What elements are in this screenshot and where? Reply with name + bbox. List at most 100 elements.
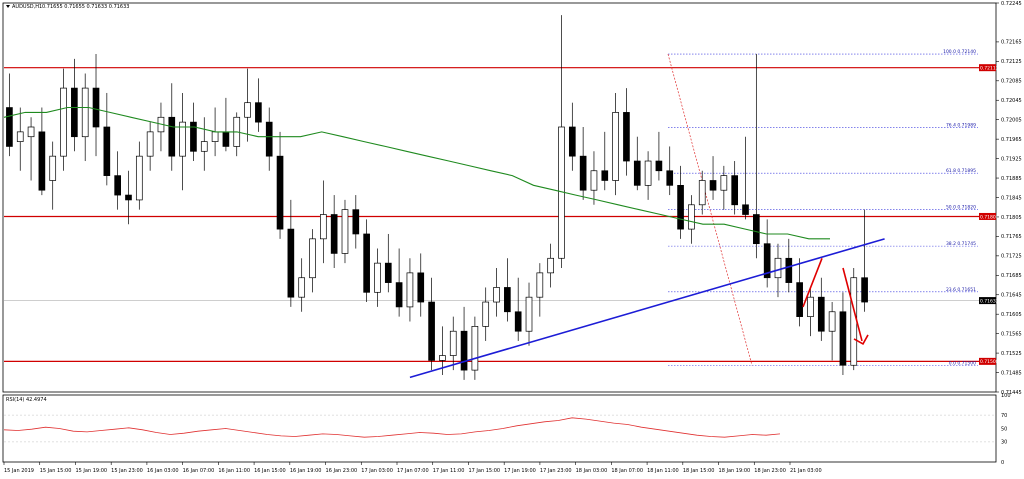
candle-bear xyxy=(265,121,273,157)
current-price-label: 0.71633 xyxy=(980,298,999,304)
price-tick-label: 0.71685 xyxy=(1001,273,1022,279)
candle-bull xyxy=(850,277,858,366)
rsi-label: RSI(14) 42.4974 xyxy=(6,397,47,403)
candle-bear xyxy=(363,233,370,293)
time-tick-label: 18 Jan 11:00 xyxy=(647,468,679,474)
candle-bear xyxy=(287,228,295,298)
candle-bear xyxy=(276,155,284,230)
time-tick-label: 15 Jan 19:00 xyxy=(75,468,107,474)
candle-bull xyxy=(449,330,457,356)
support-trendline xyxy=(409,238,885,379)
fib-level-label: 50.0 0.71820 xyxy=(946,205,976,211)
candle-bear xyxy=(753,214,760,245)
fib-level-label: 38.2 0.71745 xyxy=(946,241,976,247)
price-tick-label: 0.71965 xyxy=(1001,137,1022,143)
candle-bear xyxy=(568,126,576,157)
candle-bull xyxy=(482,301,490,327)
down-forecast-arrow xyxy=(842,267,863,342)
level-price-box xyxy=(979,64,996,72)
candle-bull xyxy=(590,170,598,191)
fib-level-label: 61.8 0.71895 xyxy=(946,168,976,174)
candle-bull xyxy=(536,272,544,298)
price-tick-label: 0.71805 xyxy=(1001,215,1022,221)
candle-bear xyxy=(460,330,468,371)
candle-bear xyxy=(6,107,13,147)
time-tick-label: 17 Jan 07:00 xyxy=(397,468,429,474)
rsi-line xyxy=(3,417,781,438)
rsi-pane xyxy=(2,394,997,463)
fib-level-label: 100.0 0.72140 xyxy=(943,49,976,55)
current-price-box xyxy=(979,297,996,305)
candle-bull xyxy=(774,257,782,279)
candle-bull xyxy=(60,87,67,157)
candle-bear xyxy=(655,160,663,172)
time-tick-label: 16 Jan 11:00 xyxy=(218,468,250,474)
candle-bear xyxy=(395,282,403,308)
collapse-triangle-icon[interactable] xyxy=(6,5,10,8)
price-axis: 0.72245 0.72165 0.72125 0.72085 0.72045 0.720… xyxy=(996,1,1022,396)
candle-bear xyxy=(514,311,522,332)
candle-bull xyxy=(406,272,414,308)
time-tick-label: 15 Jan 23:00 xyxy=(111,468,143,474)
candle-bull xyxy=(688,204,695,230)
fib-level-label: 23.6 0.71651 xyxy=(946,287,976,293)
price-tick-label: 0.71725 xyxy=(1001,254,1022,260)
candle-bull xyxy=(146,131,154,157)
candlesticks xyxy=(6,15,868,380)
price-tick-label: 0.72125 xyxy=(1001,59,1022,65)
price-tick-label: 0.71485 xyxy=(1001,370,1022,376)
candle-bull xyxy=(309,238,316,279)
time-tick-label: 18 Jan 19:00 xyxy=(719,468,751,474)
candle-bear xyxy=(168,116,176,157)
candle-bull xyxy=(16,131,24,142)
candle-bull xyxy=(135,155,143,201)
fib-anchor-line xyxy=(667,53,753,366)
candle-bull xyxy=(720,175,728,191)
rsi-tick-label: 100 xyxy=(1001,393,1011,399)
candle-bear xyxy=(709,180,717,191)
candle-bull xyxy=(320,214,327,240)
time-tick-label: 15 Jan 15:00 xyxy=(40,468,72,474)
candle-bull xyxy=(374,262,381,293)
price-tick-label: 0.71605 xyxy=(1001,312,1022,318)
time-tick-label: 16 Jan 03:00 xyxy=(147,468,179,474)
time-tick-label: 16 Jan 19:00 xyxy=(290,468,322,474)
candle-bear xyxy=(38,131,46,191)
candle-bull xyxy=(493,287,500,303)
arrowhead-icon xyxy=(853,334,869,346)
up-forecast-arrow xyxy=(802,257,823,308)
level-price-box xyxy=(979,212,996,220)
horizontal-levels: 0.72113 0.71806 0.71508 0.71633 xyxy=(4,64,999,365)
candle-bull xyxy=(81,87,89,138)
candle-bull xyxy=(211,131,219,142)
candle-bear xyxy=(428,301,435,361)
rsi-tick-label: 30 xyxy=(1001,440,1007,446)
price-tick-label: 0.72165 xyxy=(1001,40,1022,46)
price-tick-label: 0.71445 xyxy=(1001,390,1022,396)
candle-bull xyxy=(341,209,349,254)
candle-bear xyxy=(71,87,78,138)
time-tick-label: 17 Jan 23:00 xyxy=(540,468,572,474)
candle-bear xyxy=(222,131,230,147)
candle-bear xyxy=(785,257,793,283)
main-pane xyxy=(2,2,997,393)
price-tick-label: 0.72245 xyxy=(1001,1,1022,7)
candle-bear xyxy=(255,102,262,123)
candle-bear xyxy=(103,126,111,176)
candle-bear xyxy=(417,272,425,303)
candle-bull xyxy=(439,355,446,361)
price-tick-label: 0.72045 xyxy=(1001,98,1022,104)
fibonacci-retracement: 100.0 0.72140 76.4 0.71989 61.8 0.71895 50.… xyxy=(667,49,978,366)
candle-bear xyxy=(633,160,641,186)
candle-bull xyxy=(525,296,533,332)
candle-bull xyxy=(49,155,57,181)
time-tick-label: 17 Jan 03:00 xyxy=(361,468,393,474)
candle-bear xyxy=(666,170,674,186)
candle-bear xyxy=(763,243,771,279)
candle-bull xyxy=(547,257,554,274)
price-tick-label: 0.71565 xyxy=(1001,331,1022,337)
rsi-tick-label: 70 xyxy=(1001,413,1007,419)
rsi-tick-label: 0 xyxy=(1001,460,1004,466)
rsi-indicator: 100 70 50 30 0 xyxy=(3,393,1011,466)
time-tick-label: 16 Jan 07:00 xyxy=(183,468,215,474)
